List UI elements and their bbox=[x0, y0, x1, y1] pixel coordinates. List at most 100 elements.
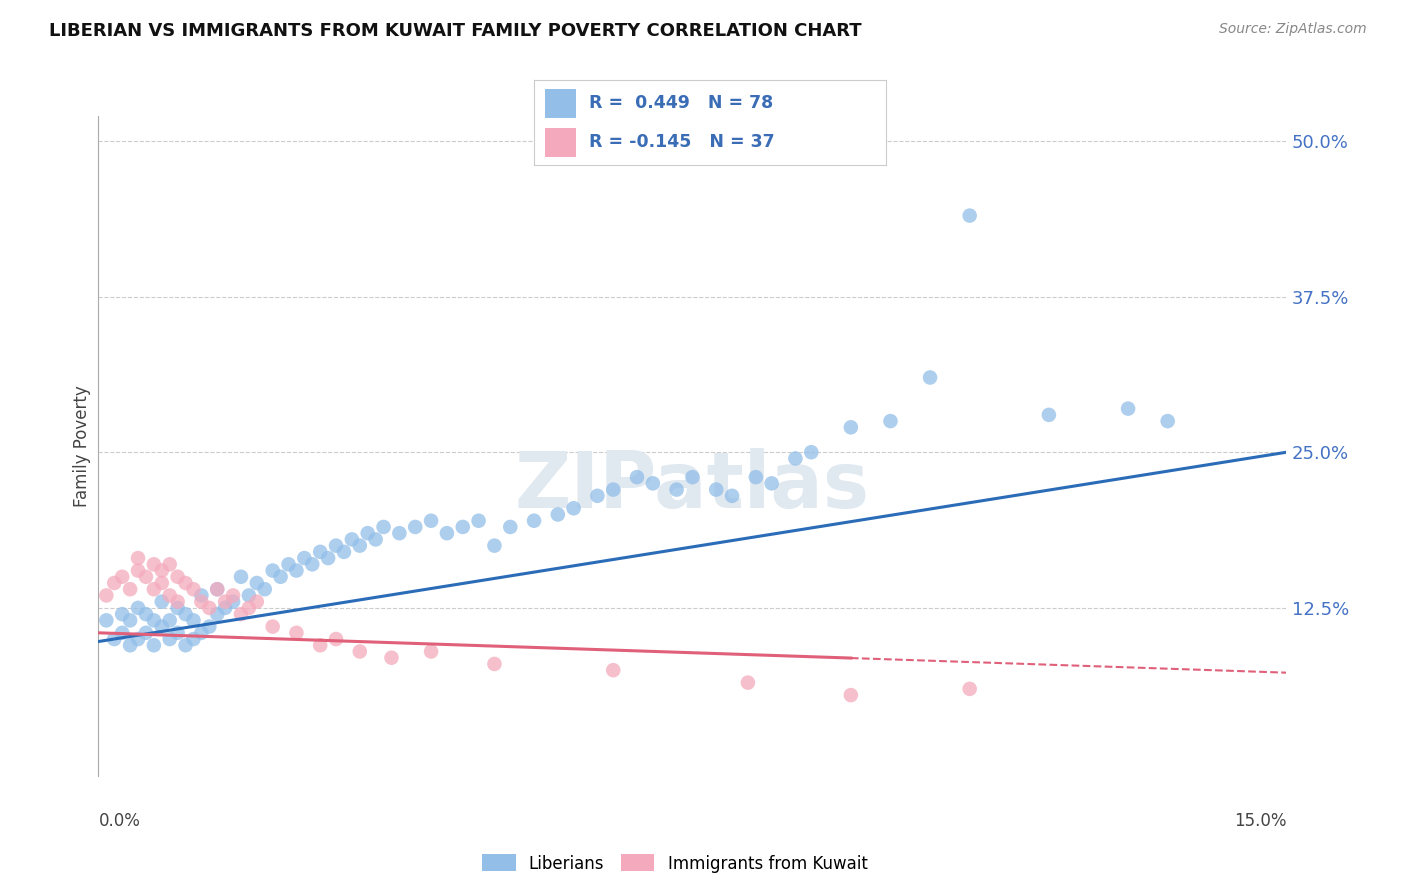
Point bbox=[142, 582, 165, 597]
Point bbox=[285, 564, 308, 578]
Point bbox=[1116, 401, 1139, 416]
Point bbox=[484, 539, 506, 553]
Point bbox=[103, 576, 125, 591]
Point bbox=[641, 476, 664, 491]
Point bbox=[111, 607, 134, 621]
Point bbox=[349, 644, 371, 658]
Point bbox=[380, 650, 402, 665]
Point bbox=[959, 209, 981, 223]
Point bbox=[111, 570, 134, 584]
Point bbox=[562, 501, 585, 516]
Point bbox=[1038, 408, 1060, 422]
Point bbox=[800, 445, 823, 459]
Point bbox=[103, 632, 125, 646]
Point bbox=[150, 576, 173, 591]
Point bbox=[246, 576, 269, 591]
Point bbox=[301, 558, 323, 572]
Point bbox=[333, 545, 356, 559]
Point bbox=[229, 570, 252, 584]
Point bbox=[183, 582, 205, 597]
Point bbox=[420, 644, 443, 658]
Point bbox=[222, 595, 245, 609]
Point bbox=[626, 470, 648, 484]
Point bbox=[111, 625, 134, 640]
Point bbox=[547, 508, 569, 522]
Point bbox=[586, 489, 609, 503]
Point bbox=[262, 564, 284, 578]
Point bbox=[325, 632, 347, 646]
Point bbox=[737, 675, 759, 690]
Text: LIBERIAN VS IMMIGRANTS FROM KUWAIT FAMILY POVERTY CORRELATION CHART: LIBERIAN VS IMMIGRANTS FROM KUWAIT FAMIL… bbox=[49, 22, 862, 40]
Point bbox=[238, 589, 260, 603]
Point bbox=[214, 601, 236, 615]
Point bbox=[285, 625, 308, 640]
Point bbox=[373, 520, 395, 534]
Point bbox=[270, 570, 292, 584]
Point bbox=[150, 564, 173, 578]
Text: R = -0.145   N = 37: R = -0.145 N = 37 bbox=[589, 133, 775, 151]
Point bbox=[665, 483, 688, 497]
Point bbox=[190, 595, 212, 609]
Point bbox=[150, 619, 173, 633]
Point bbox=[120, 613, 142, 627]
Text: Source: ZipAtlas.com: Source: ZipAtlas.com bbox=[1219, 22, 1367, 37]
Point bbox=[388, 526, 411, 541]
Point bbox=[190, 625, 212, 640]
Point bbox=[920, 370, 942, 384]
Point bbox=[229, 607, 252, 621]
Point bbox=[309, 545, 332, 559]
Point bbox=[159, 558, 181, 572]
Point bbox=[190, 589, 212, 603]
Point bbox=[142, 638, 165, 652]
Point bbox=[166, 595, 188, 609]
Point bbox=[484, 657, 506, 671]
Point bbox=[222, 589, 245, 603]
Point bbox=[602, 483, 624, 497]
Point bbox=[135, 570, 157, 584]
Point bbox=[246, 595, 269, 609]
Point bbox=[183, 613, 205, 627]
Point bbox=[879, 414, 901, 428]
Point bbox=[166, 601, 188, 615]
Point bbox=[721, 489, 744, 503]
Point bbox=[96, 613, 118, 627]
Point bbox=[135, 607, 157, 621]
Point bbox=[142, 613, 165, 627]
Point bbox=[198, 619, 221, 633]
Point bbox=[207, 607, 229, 621]
Legend: Liberians, Immigrants from Kuwait: Liberians, Immigrants from Kuwait bbox=[475, 847, 875, 880]
Point bbox=[467, 514, 489, 528]
Point bbox=[309, 638, 332, 652]
Point bbox=[174, 607, 197, 621]
Point bbox=[135, 625, 157, 640]
Point bbox=[436, 526, 458, 541]
Point bbox=[364, 533, 387, 547]
Point bbox=[262, 619, 284, 633]
Point bbox=[207, 582, 229, 597]
Point bbox=[785, 451, 807, 466]
Point bbox=[839, 420, 862, 434]
Point bbox=[198, 601, 221, 615]
Point bbox=[277, 558, 299, 572]
Point bbox=[357, 526, 380, 541]
FancyBboxPatch shape bbox=[544, 89, 576, 118]
Point bbox=[839, 688, 862, 702]
Point bbox=[1156, 414, 1178, 428]
Text: 15.0%: 15.0% bbox=[1234, 812, 1286, 830]
Point bbox=[127, 601, 149, 615]
Point bbox=[159, 632, 181, 646]
Point bbox=[166, 625, 188, 640]
Point bbox=[451, 520, 474, 534]
Point bbox=[159, 589, 181, 603]
Point bbox=[207, 582, 229, 597]
Text: ZIPatlas: ZIPatlas bbox=[515, 448, 870, 524]
Point bbox=[150, 595, 173, 609]
Point bbox=[316, 551, 339, 566]
Point bbox=[349, 539, 371, 553]
Point bbox=[174, 576, 197, 591]
Point bbox=[420, 514, 443, 528]
Point bbox=[120, 582, 142, 597]
Point bbox=[238, 601, 260, 615]
Point bbox=[142, 558, 165, 572]
Point bbox=[959, 681, 981, 696]
